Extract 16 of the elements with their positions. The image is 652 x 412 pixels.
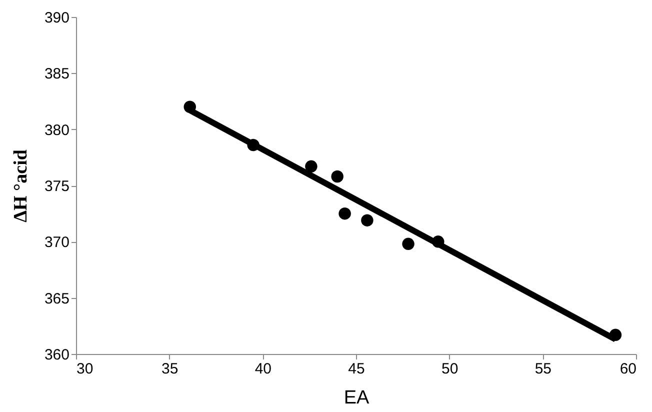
y-tick-label: 380 (44, 122, 70, 139)
x-tick-label: 35 (161, 360, 178, 378)
x-tick-label: 55 (534, 360, 552, 378)
x-tick-label: 45 (348, 360, 365, 378)
x-axis-title: EA (344, 388, 370, 408)
x-tick-label: 60 (620, 360, 636, 378)
y-tick-label: 365 (44, 290, 70, 308)
y-tick-label: 375 (44, 178, 70, 195)
x-tick-label: 40 (254, 360, 272, 378)
y-tick-label: 385 (44, 66, 70, 83)
y-tick-label: 390 (44, 10, 70, 26)
y-axis-title: ΔH °acid (10, 149, 32, 222)
x-tick-label: 30 (76, 360, 94, 378)
x-tick-label: 50 (441, 360, 458, 378)
y-tick-label: 370 (44, 234, 70, 252)
y-tick-label: 360 (44, 346, 70, 364)
